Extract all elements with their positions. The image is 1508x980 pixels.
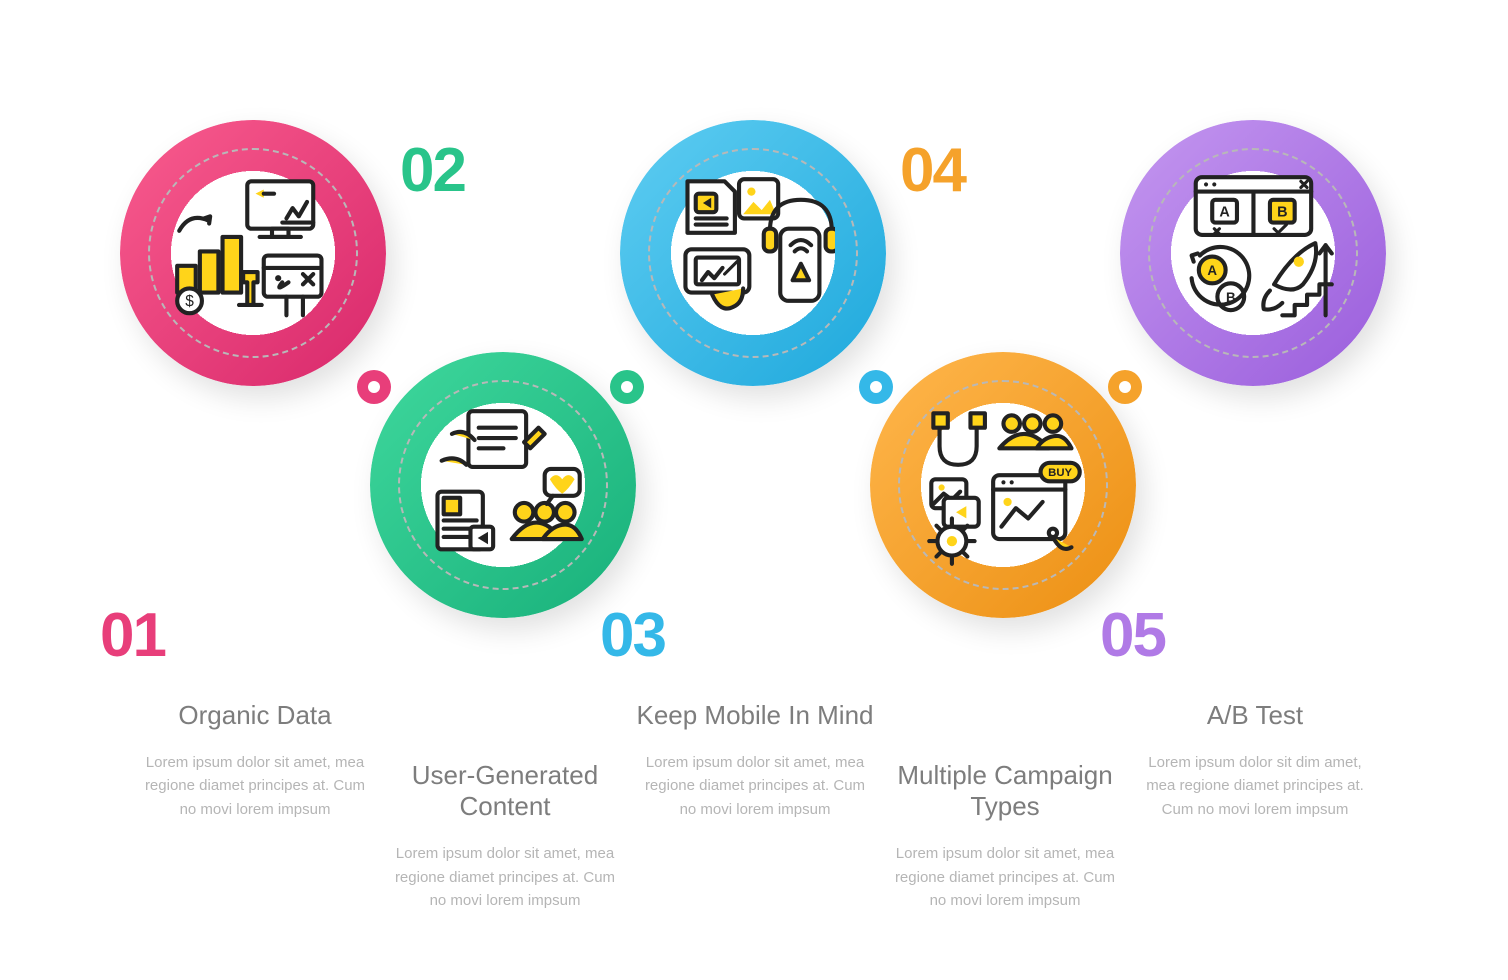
svg-text:A: A (1219, 204, 1230, 220)
circle-2 (370, 352, 636, 618)
circle-5: A B A B (1120, 120, 1386, 386)
body-2: Lorem ipsum dolor sit amet, mea regione … (385, 842, 625, 912)
title-5: A/B Test (1135, 700, 1375, 731)
number-1: 01 (100, 600, 165, 671)
body-3: Lorem ipsum dolor sit amet, mea regione … (635, 751, 875, 821)
title-3: Keep Mobile In Mind (635, 700, 875, 731)
mobile-icon (671, 171, 836, 336)
svg-text:B: B (1277, 204, 1287, 220)
joint-3 (859, 370, 893, 404)
number-5: 05 (1100, 600, 1165, 671)
body-5: Lorem ipsum dolor sit dim amet, mea regi… (1135, 751, 1375, 821)
text-col-3: Keep Mobile In Mind Lorem ipsum dolor si… (635, 700, 875, 821)
ab-test-icon: A B A B (1171, 171, 1336, 336)
circle-4: BUY (870, 352, 1136, 618)
number-4: 04 (900, 135, 965, 206)
infographic-stage: $ (0, 0, 1508, 980)
body-4: Lorem ipsum dolor sit amet, mea regione … (885, 842, 1125, 912)
text-col-4: Multiple Campaign Types Lorem ipsum dolo… (885, 760, 1125, 912)
svg-text:$: $ (185, 293, 194, 310)
svg-text:A: A (1207, 263, 1217, 278)
title-1: Organic Data (135, 700, 375, 731)
campaign-icon: BUY (921, 403, 1086, 568)
svg-text:BUY: BUY (1048, 467, 1072, 479)
body-1: Lorem ipsum dolor sit amet, mea regione … (135, 751, 375, 821)
organic-data-icon: $ (171, 171, 336, 336)
joint-2 (610, 370, 644, 404)
joint-1 (357, 370, 391, 404)
title-2: User-Generated Content (385, 760, 625, 822)
joint-4 (1108, 370, 1142, 404)
ugc-icon (421, 403, 586, 568)
text-col-2: User-Generated Content Lorem ipsum dolor… (385, 760, 625, 912)
circle-3 (620, 120, 886, 386)
circle-1: $ (120, 120, 386, 386)
number-2: 02 (400, 135, 465, 206)
title-4: Multiple Campaign Types (885, 760, 1125, 822)
text-col-1: Organic Data Lorem ipsum dolor sit amet,… (135, 700, 375, 821)
text-col-5: A/B Test Lorem ipsum dolor sit dim amet,… (1135, 700, 1375, 821)
number-3: 03 (600, 600, 665, 671)
